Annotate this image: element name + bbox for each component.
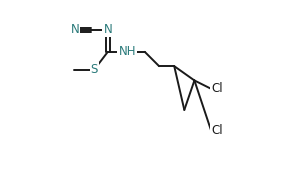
Text: Cl: Cl (211, 82, 223, 95)
Text: N: N (71, 23, 79, 36)
Text: N: N (103, 23, 112, 36)
Text: Cl: Cl (211, 124, 223, 137)
Text: S: S (91, 63, 98, 76)
Text: NH: NH (118, 45, 136, 58)
